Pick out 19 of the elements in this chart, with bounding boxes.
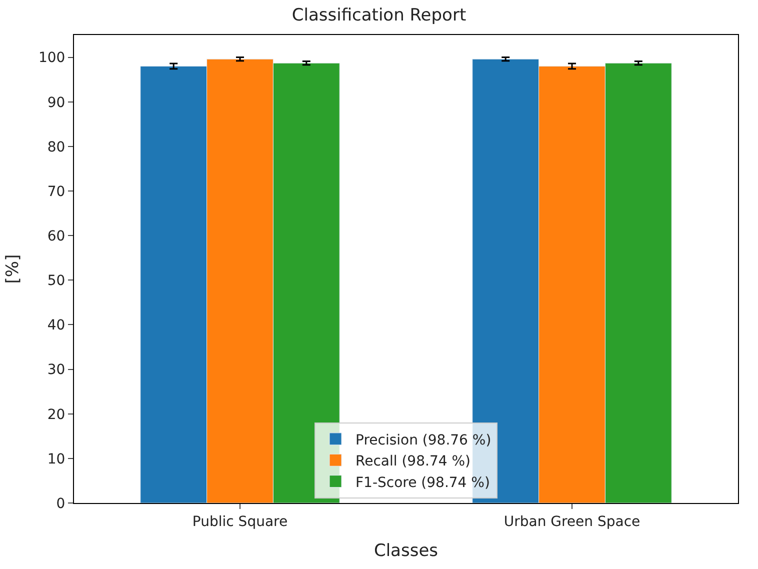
chart-title: Classification Report (292, 5, 466, 26)
y-tick-label: 60 (47, 228, 66, 244)
y-tick-label: 50 (47, 273, 66, 290)
y-tick-label: 0 (56, 496, 66, 512)
y-tick-label: 10 (47, 451, 66, 468)
y-axis-title: [%] (3, 254, 24, 284)
y-tick-label: 40 (47, 318, 66, 334)
y-tick-label: 100 (38, 50, 66, 66)
x-tick-label: Public Square (192, 514, 288, 530)
y-tick-label: 70 (47, 184, 66, 200)
x-axis-title: Classes (374, 541, 438, 562)
legend-label: F1-Score (98.74 %) (356, 474, 490, 491)
legend-label: Precision (98.76 %) (356, 432, 492, 448)
y-tick-label: 30 (47, 362, 66, 378)
y-tick-label: 90 (47, 94, 66, 111)
legend-label: Recall (98.74 %) (356, 454, 470, 470)
y-tick-label: 80 (47, 139, 66, 156)
x-tick-label: Urban Green Space (504, 514, 640, 530)
y-tick-label: 20 (47, 406, 66, 423)
